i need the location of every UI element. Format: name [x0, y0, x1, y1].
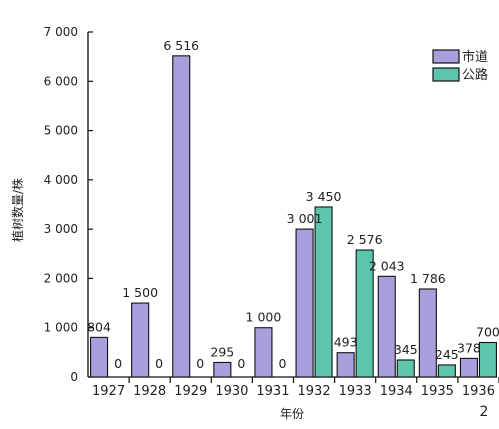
bar-shidao [90, 336, 109, 378]
x-tick-label: 1931 [256, 384, 289, 399]
x-tick-label: 1932 [298, 384, 331, 399]
y-tick-label: 0 [70, 370, 78, 384]
bar-shidao [459, 357, 479, 378]
y-tick-label: 1 000 [44, 321, 78, 335]
data-label-gonglu: 0 [278, 356, 286, 371]
corner-note: 2 [480, 404, 489, 420]
legend-swatch-shidao [432, 49, 460, 64]
legend-swatch-gonglu [432, 67, 460, 82]
data-label-shidao: 493 [334, 335, 358, 350]
y-tick-label: 2 000 [44, 271, 78, 285]
data-label-gonglu: 0 [155, 356, 163, 371]
data-label-shidao: 295 [210, 344, 234, 359]
y-tick-label: 3 000 [44, 222, 78, 236]
bar-gonglu [314, 206, 333, 378]
data-label-gonglu: 0 [114, 356, 122, 371]
data-label-gonglu: 2 576 [347, 232, 383, 247]
data-label-gonglu: 0 [237, 356, 245, 371]
legend-label-shidao: 市道 [462, 49, 488, 65]
y-axis-title: 植树数量/株 [10, 178, 25, 242]
data-label-shidao: 6 516 [163, 38, 199, 53]
data-label-shidao: 804 [87, 319, 111, 334]
bar-shidao [213, 361, 232, 378]
x-tick-label: 1933 [339, 384, 372, 399]
x-tick-label: 1927 [92, 384, 125, 399]
data-label-shidao: 3 001 [287, 211, 323, 226]
data-label-gonglu: 3 450 [306, 189, 342, 204]
data-label-shidao: 1 500 [122, 285, 158, 300]
x-tick-label: 1929 [174, 384, 207, 399]
data-label-shidao: 1 786 [410, 271, 446, 286]
x-tick-label: 1928 [133, 384, 166, 399]
bars [90, 55, 498, 378]
x-tick-label: 1934 [380, 384, 413, 399]
y-tick-label: 5 000 [44, 124, 78, 138]
bar-shidao [131, 302, 150, 378]
axes: 0 1 000 2 000 3 000 4 000 5 000 6 000 7 000 1927… [44, 25, 499, 399]
data-label-shidao: 2 043 [369, 258, 405, 273]
bar-gonglu [396, 359, 415, 378]
bar-shidao [418, 288, 437, 378]
bar-shidao [172, 55, 191, 378]
data-label-gonglu: 0 [196, 356, 204, 371]
y-tick-label: 4 000 [44, 173, 78, 187]
bar-shidao [336, 352, 355, 378]
legend-label-gonglu: 公路 [462, 67, 488, 83]
bar-shidao [377, 275, 396, 378]
bar-gonglu [355, 249, 374, 378]
data-label-gonglu: 345 [394, 342, 418, 357]
bar-gonglu [478, 341, 498, 378]
x-tick-label: 1935 [421, 384, 454, 399]
bar-shidao [295, 228, 314, 378]
x-tick-label: 1936 [462, 384, 495, 399]
legend: 市道 公路 [432, 49, 488, 83]
x-axis-title: 年份 [280, 407, 304, 421]
data-label-shidao: 1 000 [246, 310, 282, 325]
data-label-shidao: 378 [457, 340, 481, 355]
bar-shidao [254, 327, 273, 378]
x-tick-label: 1930 [215, 384, 248, 399]
data-label-gonglu: 245 [435, 347, 459, 362]
data-label-gonglu: 700 [476, 325, 499, 340]
y-tick-label: 7 000 [44, 25, 78, 39]
bar-gonglu [437, 364, 456, 378]
y-tick-label: 6 000 [44, 74, 78, 88]
